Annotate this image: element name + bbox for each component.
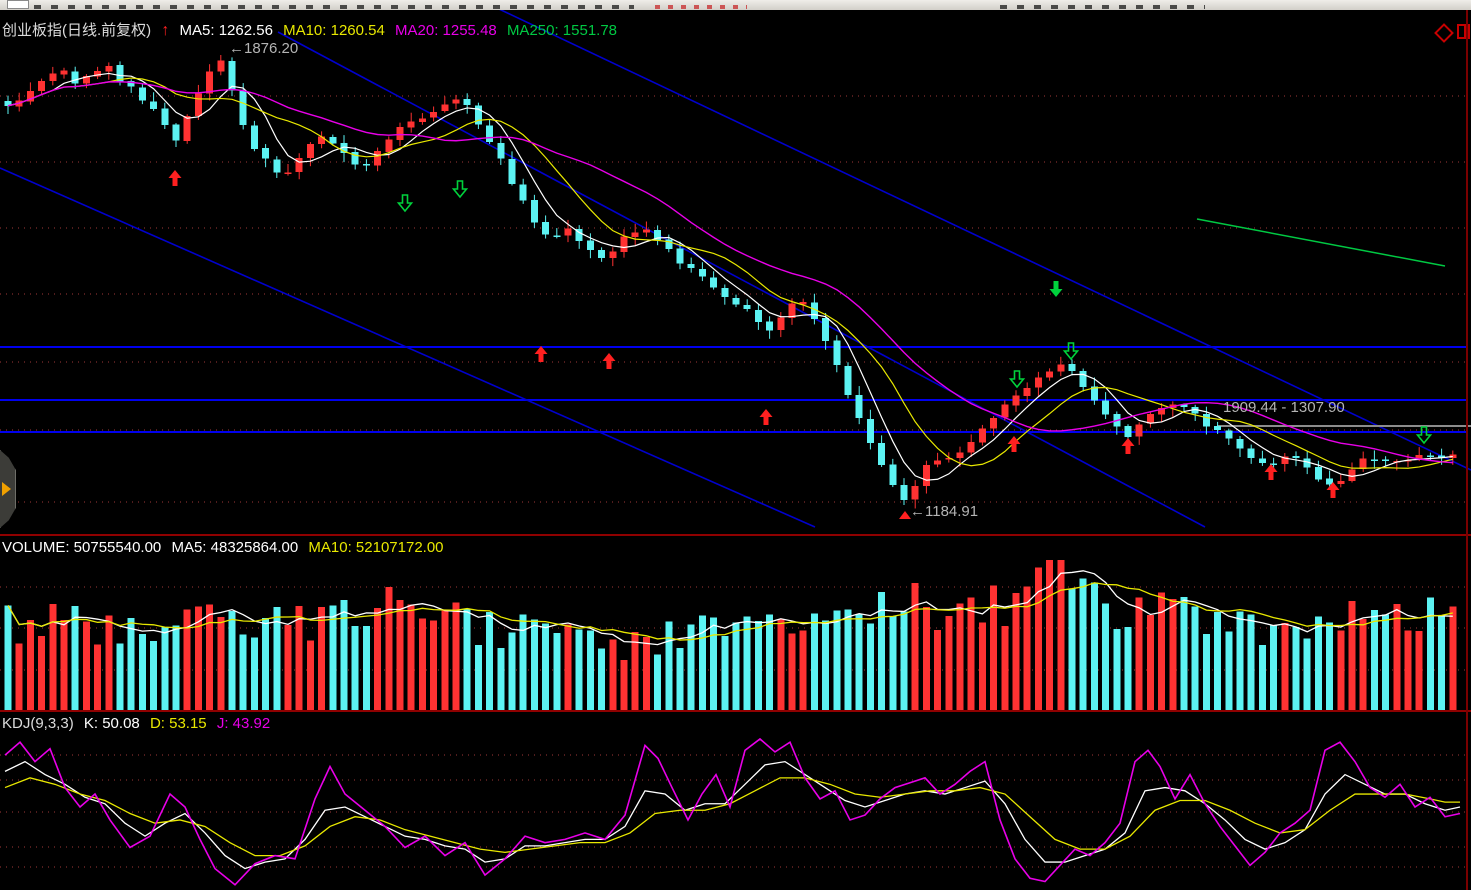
volume-ma5-label: MA5: 48325864.00 [171,539,299,556]
menu-quote-ticker-clipped [655,5,747,9]
menu-items-clipped[interactable] [34,5,634,9]
diamond-icon[interactable] [1434,23,1454,43]
kdj-header: KDJ(9,3,3) K: 50.08 D: 53.15 J: 43.92 [2,715,276,732]
kdj-j-label: J: 43.92 [216,715,271,732]
symbol-title: 创业板指(日线.前复权) [2,22,152,39]
ma10-label: MA10: 1260.54 [283,22,385,39]
main-chart-pane[interactable]: 创业板指(日线.前复权) ↑ MA5: 1262.56 MA10: 1260.5… [0,10,1471,534]
trend-up-icon: ↑ [161,22,170,39]
volume-chart-canvas[interactable] [0,536,1471,710]
ma20-label: MA20: 1255.48 [395,22,497,39]
expand-arrow-icon[interactable] [2,482,11,496]
range-price-label: 1909.44 - 1307.90 [1223,399,1345,416]
ma5-label: MA5: 1262.56 [179,22,273,39]
pane-divider-main-volume[interactable] [0,534,1471,536]
volume-pane[interactable]: VOLUME: 50755540.00 MA5: 48325864.00 MA1… [0,536,1471,710]
volume-header: VOLUME: 50755540.00 MA5: 48325864.00 MA1… [2,539,450,556]
kdj-title: KDJ(9,3,3) [2,715,74,732]
menu-toolbar-box[interactable] [7,0,29,9]
main-chart-header: 创业板指(日线.前复权) ↑ MA5: 1262.56 MA10: 1260.5… [2,22,623,39]
pane-divider-volume-kdj[interactable] [0,710,1471,712]
chart-corner-controls [1432,23,1471,43]
kdj-d-label: D: 53.15 [149,715,207,732]
kdj-pane[interactable]: KDJ(9,3,3) K: 50.08 D: 53.15 J: 43.92 [0,712,1471,890]
window-icon[interactable] [1457,24,1470,39]
ma250-label: MA250: 1551.78 [506,22,618,39]
kdj-k-label: K: 50.08 [83,715,140,732]
volume-ma10-label: MA10: 52107172.00 [308,539,444,556]
high-price-label: ←1876.20 [229,40,299,57]
volume-label: VOLUME: 50755540.00 [2,539,162,556]
low-price-label: ←1184.91 [910,503,979,520]
candlestick-chart-canvas[interactable] [0,10,1471,534]
pane-right-border [1466,10,1468,890]
menu-status-clipped [1000,5,1205,9]
kdj-chart-canvas[interactable] [0,712,1471,890]
